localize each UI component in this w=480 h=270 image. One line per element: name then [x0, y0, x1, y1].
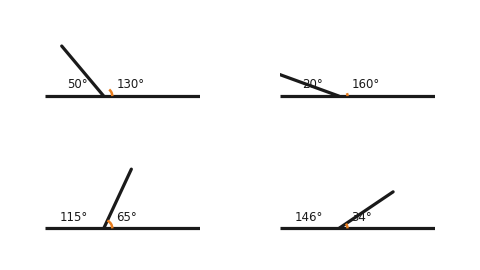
Text: 34°: 34° [351, 211, 372, 224]
Text: 130°: 130° [116, 78, 144, 92]
Text: 65°: 65° [116, 211, 137, 224]
Text: 146°: 146° [295, 211, 324, 224]
Text: 20°: 20° [302, 78, 324, 92]
Text: 50°: 50° [68, 78, 88, 92]
Text: 115°: 115° [60, 211, 88, 224]
Text: 160°: 160° [351, 78, 380, 92]
